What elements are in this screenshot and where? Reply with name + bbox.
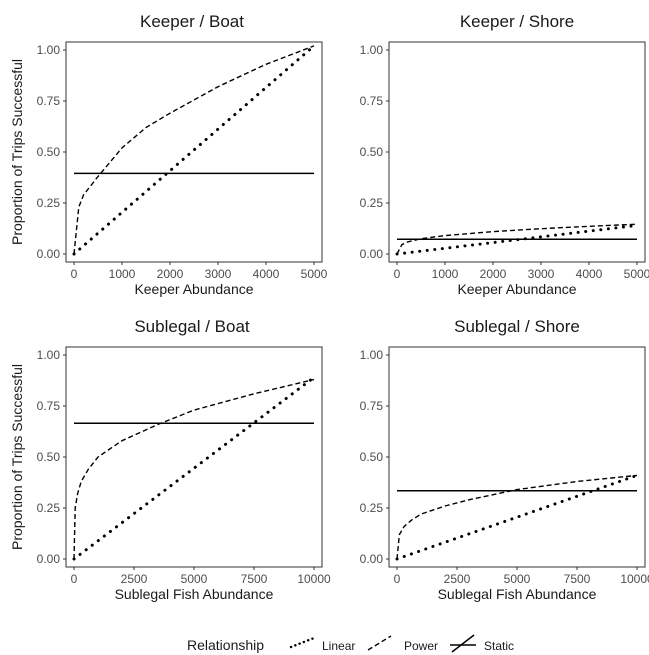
legend-key-linear xyxy=(289,636,316,649)
panel-4: Sublegal / Shore 0.00 0.25 0.50 0.75 1.00 0 250… xyxy=(360,317,649,602)
panel-1: Keeper / Boat 0.00 0.25 0.50 0.75 1.00 0 1000 20… xyxy=(9,12,328,297)
legend-key-power-line xyxy=(367,635,392,651)
panel-2: Keeper / Shore 0.00 0.25 0.50 0.75 1.00 0 1000 2… xyxy=(360,12,649,297)
series-line-power xyxy=(73,378,315,560)
series-line-power xyxy=(73,45,315,255)
y-tick-label: 0.00 xyxy=(37,247,61,261)
y-tick-label: 0.25 xyxy=(360,196,384,210)
series-line-power xyxy=(396,474,638,560)
panel-title: Sublegal / Shore xyxy=(454,317,580,336)
x-tick-label: 0 xyxy=(71,572,78,586)
x-tick-label: 1000 xyxy=(109,267,136,281)
legend-label-static: Static xyxy=(484,639,514,653)
x-tick-label: 4000 xyxy=(253,267,280,281)
series-group xyxy=(395,473,639,561)
y-tick-label: 0.75 xyxy=(37,399,61,413)
panel-title: Keeper / Boat xyxy=(140,12,244,31)
y-tick-label: 1.00 xyxy=(360,348,384,362)
series-group xyxy=(72,375,316,561)
series-line-linear xyxy=(72,44,316,256)
x-tick-label: 7500 xyxy=(241,572,268,586)
legend-key-static-diag xyxy=(451,634,475,653)
panel-title: Keeper / Shore xyxy=(460,12,574,31)
x-tick-label: 0 xyxy=(394,572,401,586)
series-line-linear xyxy=(395,473,639,561)
panel-border xyxy=(388,41,646,263)
x-tick-label: 3000 xyxy=(205,267,232,281)
y-tick-label: 0.00 xyxy=(360,552,384,566)
x-tick-label: 5000 xyxy=(181,572,208,586)
x-tick-label: 5000 xyxy=(504,572,531,586)
panel-3: Sublegal / Boat 0.00 0.25 0.50 0.75 1.00 0 2500… xyxy=(9,317,331,602)
x-tick-label: 3000 xyxy=(528,267,555,281)
x-tick-label: 2000 xyxy=(480,267,507,281)
legend-key-power xyxy=(367,635,392,651)
y-tick-label: 0.25 xyxy=(37,196,61,210)
y-axis-title: Proportion of Trips Successful xyxy=(9,59,25,245)
legend: Relationship Linear Power Static xyxy=(187,634,514,653)
x-tick-label: 5000 xyxy=(624,267,649,281)
y-tick-label: 0.50 xyxy=(360,450,384,464)
panel-border xyxy=(65,41,323,263)
series-line-linear xyxy=(72,375,316,561)
y-tick-label: 1.00 xyxy=(360,43,384,57)
x-tick-label: 4000 xyxy=(576,267,603,281)
y-tick-label: 0.25 xyxy=(37,501,61,515)
legend-key-static xyxy=(450,634,476,653)
panel-title: Sublegal / Boat xyxy=(134,317,250,336)
x-tick-label: 0 xyxy=(71,267,78,281)
x-axis-title: Sublegal Fish Abundance xyxy=(115,586,274,602)
chart-panels: Keeper / Boat 0.00 0.25 0.50 0.75 1.00 0 1000 20… xyxy=(9,12,649,602)
y-tick-label: 0.75 xyxy=(360,399,384,413)
x-tick-label: 2000 xyxy=(157,267,184,281)
series-line-power xyxy=(396,223,638,255)
legend-label-linear: Linear xyxy=(322,639,355,653)
y-tick-label: 0.25 xyxy=(360,501,384,515)
legend-title: Relationship xyxy=(187,637,264,653)
x-tick-label: 2500 xyxy=(121,572,148,586)
y-tick-label: 1.00 xyxy=(37,348,61,362)
x-tick-label: 7500 xyxy=(564,572,591,586)
y-tick-label: 1.00 xyxy=(37,43,61,57)
y-tick-label: 0.75 xyxy=(360,94,384,108)
x-tick-label: 0 xyxy=(394,267,401,281)
legend-label-power: Power xyxy=(404,639,438,653)
y-tick-label: 0.00 xyxy=(37,552,61,566)
series-group xyxy=(395,223,639,256)
y-tick-label: 0.50 xyxy=(37,145,61,159)
y-tick-label: 0.00 xyxy=(360,247,384,261)
x-tick-label: 5000 xyxy=(301,267,328,281)
series-group xyxy=(72,44,316,256)
x-axis-title: Sublegal Fish Abundance xyxy=(438,586,597,602)
x-tick-label: 10000 xyxy=(297,572,331,586)
panel-border xyxy=(388,346,646,568)
legend-key-linear-line xyxy=(289,636,316,649)
y-tick-label: 0.75 xyxy=(37,94,61,108)
x-axis-title: Keeper Abundance xyxy=(457,281,576,297)
x-tick-label: 1000 xyxy=(432,267,459,281)
y-tick-label: 0.50 xyxy=(360,145,384,159)
x-axis-title: Keeper Abundance xyxy=(134,281,253,297)
x-tick-label: 2500 xyxy=(444,572,471,586)
y-axis-title: Proportion of Trips Successful xyxy=(9,364,25,550)
x-tick-label: 10000 xyxy=(620,572,649,586)
panel-border xyxy=(65,346,323,568)
y-tick-label: 0.50 xyxy=(37,450,61,464)
